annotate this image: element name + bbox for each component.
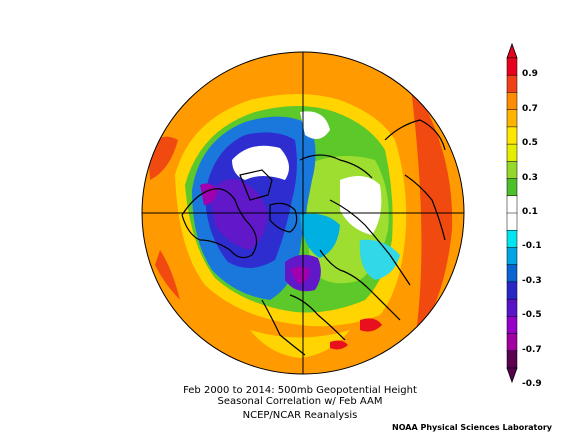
colorbar-segment <box>506 126 518 145</box>
colorbar-segment <box>506 229 518 248</box>
colorbar-tick-label: -0.3 <box>522 275 542 286</box>
colorbar-segment <box>506 264 518 283</box>
correlation-field <box>142 52 464 374</box>
colorbar-segment <box>506 143 518 162</box>
colorbar-tick-label: 0.5 <box>522 138 538 149</box>
colorbar-segment <box>506 281 518 300</box>
colorbar-segment <box>506 109 518 128</box>
colorbar-segment <box>506 57 518 76</box>
colorbar-top-arrow <box>506 42 518 59</box>
colorbar-tick-label: -0.7 <box>522 344 542 355</box>
colorbar-segment <box>506 316 518 335</box>
colorbar-segment <box>506 195 518 214</box>
colorbar-tick-label: 0.9 <box>522 69 538 80</box>
colorbar-tick-label: 0.1 <box>522 207 538 217</box>
colorbar-segment <box>506 178 518 197</box>
colorbar-segment <box>506 298 518 317</box>
caption-source: NCEP/NCAR Reanalysis <box>242 410 358 421</box>
colorbar-segment <box>506 161 518 180</box>
colorbar-segment <box>506 212 518 231</box>
colorbar-bottom-arrow <box>506 367 518 384</box>
colorbar-tick-label: 0.3 <box>522 172 538 183</box>
colorbar-segment <box>506 350 518 369</box>
colorbar-segment <box>506 92 518 111</box>
colorbar-tick-label: 0.7 <box>522 103 538 114</box>
colorbar-tick-label: -0.9 <box>522 379 542 390</box>
caption-title: Feb 2000 to 2014: 500mb Geopotential Hei… <box>183 385 417 396</box>
colorbar <box>506 42 518 384</box>
caption-subtitle: Seasonal Correlation w/ Feb AAM <box>217 396 383 407</box>
colorbar-segment <box>506 74 518 93</box>
colorbar-segment <box>506 247 518 266</box>
colorbar-tick-label: -0.5 <box>522 310 542 321</box>
credit-text: NOAA Physical Sciences Laboratory <box>392 423 553 432</box>
coastlines <box>181 119 446 356</box>
colorbar-segment <box>506 333 518 352</box>
colorbar-tick-label: -0.1 <box>522 241 542 252</box>
